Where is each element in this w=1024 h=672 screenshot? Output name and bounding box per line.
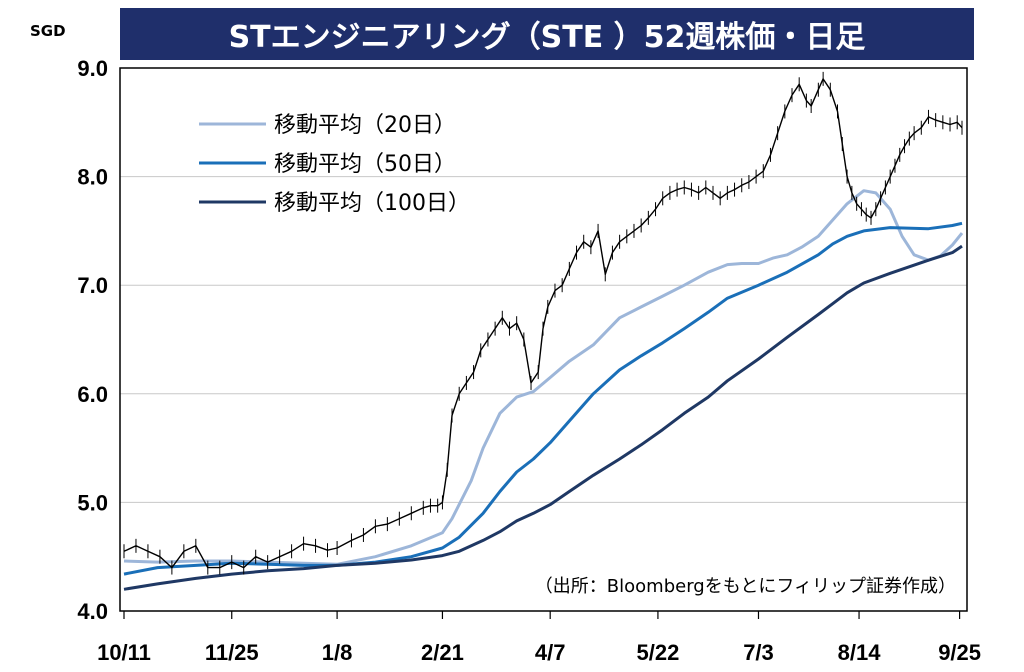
y-tick-label: 7.0 xyxy=(77,273,108,298)
y-tick-label: 5.0 xyxy=(77,490,108,515)
y-tick-label: 6.0 xyxy=(77,382,108,407)
x-tick-label: 7/3 xyxy=(743,640,774,665)
ma20-line xyxy=(123,189,964,566)
plot-frame xyxy=(119,67,968,612)
legend-label: 移動平均（50日） xyxy=(274,152,456,177)
x-axis: 10/11 11/25 1/8 2/21 4/7 5/22 7/3 8/14 9/25 xyxy=(97,611,981,665)
x-tick-label: 8/14 xyxy=(838,640,882,665)
y-axis: 4.0 5.0 6.0 7.0 8.0 9.0 xyxy=(77,56,108,624)
series-group xyxy=(123,71,964,591)
legend-label: 移動平均（20日） xyxy=(274,113,456,138)
x-tick-label: 9/25 xyxy=(938,640,981,665)
chart-title: STエンジニアリング（STE ）52週株価・日足 xyxy=(120,8,974,60)
legend-label: 移動平均（100日） xyxy=(274,191,470,216)
ma50-line xyxy=(123,221,963,576)
x-tick-label: 10/11 xyxy=(97,640,151,665)
y-tick-label: 9.0 xyxy=(77,56,108,81)
ma100-line xyxy=(123,244,963,591)
y-tick-label: 4.0 xyxy=(77,599,108,624)
y-tick-label: 8.0 xyxy=(77,165,108,190)
x-tick-label: 1/8 xyxy=(322,640,353,665)
y-axis-unit: SGD xyxy=(30,22,66,40)
x-tick-label: 5/22 xyxy=(637,640,680,665)
x-tick-label: 2/21 xyxy=(421,640,464,665)
x-tick-label: 4/7 xyxy=(535,640,566,665)
x-tick-label: 11/25 xyxy=(205,640,259,665)
source-note: （出所：Bloombergをもとにフィリップ証券作成） xyxy=(535,576,956,597)
gridlines xyxy=(120,176,967,503)
legend: 移動平均（20日） 移動平均（50日） 移動平均（100日） xyxy=(199,113,470,216)
